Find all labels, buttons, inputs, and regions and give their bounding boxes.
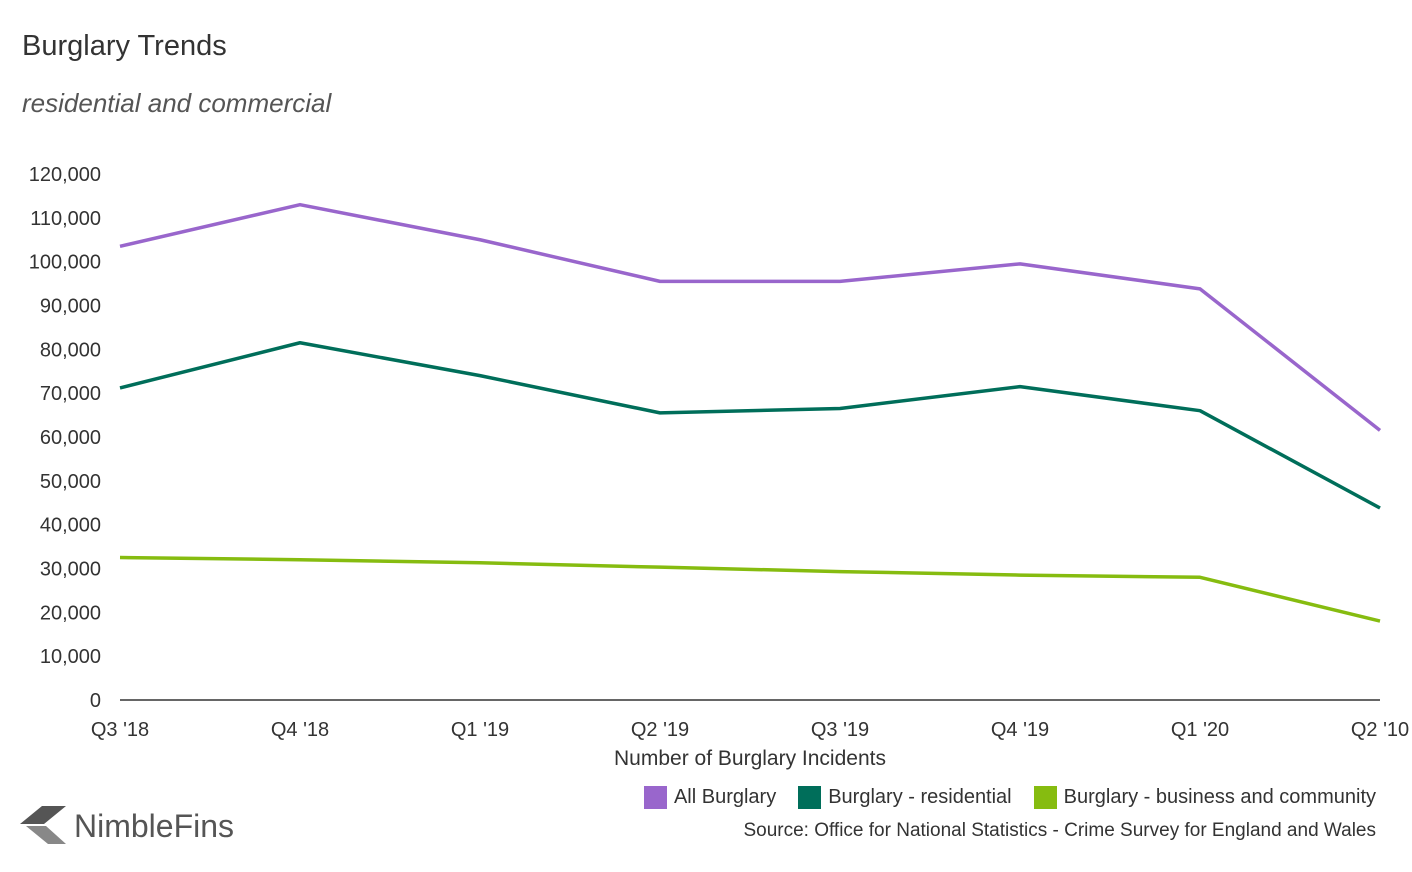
y-axis-ticks: 0 10,000 20,000 30,000 40,000 50,000 60,000 70,…	[29, 164, 101, 712]
x-tick-label: Q2 '19	[631, 719, 689, 741]
series-line-1	[119, 202, 1382, 432]
chart-legend: All Burglary Burglary - residential Burgla…	[622, 786, 1376, 809]
chart-subtitle: residential and commercial	[22, 88, 332, 118]
legend-swatch	[798, 786, 822, 809]
x-tick-label: Q4 '19	[991, 719, 1049, 741]
y-tick-label: 120,000	[29, 164, 101, 186]
legend-label: Burglary - residential	[828, 786, 1012, 808]
legend-item-3: Burglary - business and community	[1033, 786, 1376, 809]
legend-label: Burglary - business and community	[1063, 786, 1376, 808]
series-line-2	[119, 341, 1381, 510]
x-tick-label: Q1 '20	[1171, 719, 1229, 741]
x-tick-label: Q3 '19	[811, 719, 869, 741]
logo-text: NimbleFins	[74, 807, 235, 844]
series-line-3	[119, 555, 1381, 623]
x-tick-label: Q3 '18	[91, 719, 149, 741]
x-axis-ticks: Q3 '18 Q4 '18 Q1 '19 Q2 '19 Q3 '19 Q4 '19 Q1 '…	[91, 719, 1409, 741]
y-tick-label: 30,000	[40, 559, 101, 581]
y-tick-label: 50,000	[40, 471, 101, 493]
y-tick-label: 70,000	[40, 383, 101, 405]
legend-label: All Burglary	[673, 786, 777, 808]
chart-title: Burglary Trends	[22, 30, 227, 62]
y-tick-label: 0	[90, 690, 101, 712]
y-tick-label: 80,000	[40, 339, 101, 361]
legend-item-1: All Burglary	[643, 786, 777, 809]
y-tick-label: 110,000	[30, 208, 101, 230]
series-lines	[119, 202, 1382, 623]
legend-swatch	[1033, 786, 1057, 809]
legend-item-2: Burglary - residential	[798, 786, 1012, 809]
nimblefins-logo: NimbleFins	[20, 806, 234, 846]
y-tick-label: 40,000	[40, 515, 101, 537]
legend-swatch	[643, 786, 667, 809]
y-tick-label: 90,000	[40, 296, 101, 318]
nimblefins-arrow-icon	[20, 806, 66, 844]
y-tick-label: 60,000	[40, 427, 101, 449]
source-note: Source: Office for National Statistics -…	[743, 820, 1376, 841]
y-tick-label: 20,000	[40, 602, 101, 624]
x-tick-label: Q2 '10	[1351, 719, 1409, 741]
x-tick-label: Q1 '19	[451, 719, 509, 741]
y-tick-label: 10,000	[40, 646, 101, 668]
y-tick-label: 100,000	[29, 252, 101, 274]
x-axis-label: Number of Burglary Incidents	[614, 747, 886, 770]
x-tick-label: Q4 '18	[271, 719, 329, 741]
